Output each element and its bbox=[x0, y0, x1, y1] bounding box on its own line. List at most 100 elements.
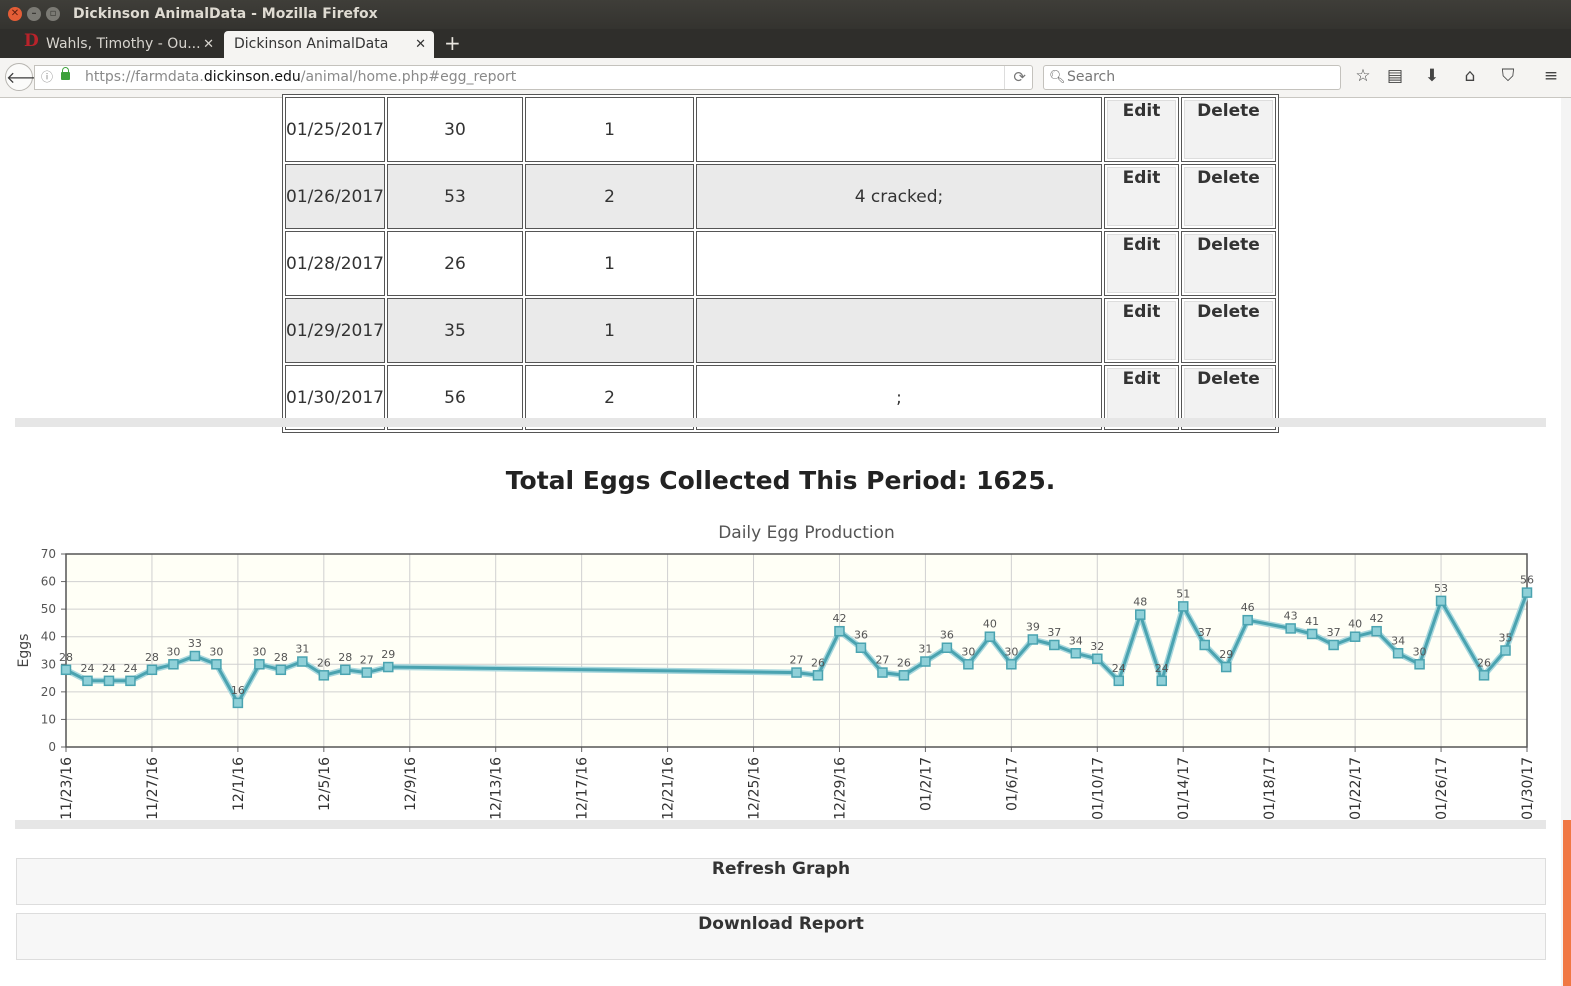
data-point bbox=[103, 675, 115, 687]
window-maximize-icon[interactable]: ▫ bbox=[46, 7, 60, 21]
refresh-graph-button[interactable]: Refresh Graph bbox=[16, 858, 1546, 905]
data-label: 32 bbox=[1090, 640, 1104, 653]
data-label: 31 bbox=[918, 643, 932, 656]
data-label: 48 bbox=[1133, 596, 1147, 609]
dickinson-favicon-icon: D bbox=[24, 31, 39, 51]
tab-dickinson-animaldata[interactable]: Dickinson AnimalData ✕ bbox=[224, 31, 434, 58]
search-icon: 🔍︎ bbox=[1049, 70, 1066, 85]
data-point bbox=[1349, 631, 1361, 642]
data-label: 43 bbox=[1284, 609, 1298, 622]
data-point bbox=[1435, 595, 1447, 607]
data-point bbox=[125, 675, 136, 687]
delete-button[interactable]: Delete bbox=[1183, 301, 1273, 360]
egg-log-table: 01/25/2017 30 1 Edit Delete 01/26/2017 5… bbox=[282, 94, 1279, 433]
download-arrow-icon[interactable]: ⬇ bbox=[1424, 66, 1440, 86]
data-point bbox=[834, 625, 845, 637]
window-minimize-icon[interactable]: – bbox=[27, 7, 41, 21]
data-point bbox=[1092, 653, 1103, 665]
delete-button[interactable]: Delete bbox=[1183, 234, 1273, 293]
info-icon[interactable]: ⓘ bbox=[41, 70, 54, 84]
hamburger-menu-icon[interactable]: ≡ bbox=[1543, 66, 1559, 86]
data-label: 37 bbox=[1047, 626, 1061, 639]
comments-cell: 4 cracked; bbox=[695, 164, 1102, 229]
data-point bbox=[1328, 639, 1339, 651]
data-point bbox=[383, 661, 394, 673]
y-tick-label: 70 bbox=[41, 547, 56, 561]
window-close-icon[interactable]: ✕ bbox=[8, 7, 22, 21]
edit-button[interactable]: Edit bbox=[1106, 234, 1176, 293]
data-label: 53 bbox=[1434, 582, 1448, 595]
x-tick-label: 01/22/17 bbox=[1348, 757, 1364, 820]
chart-svg: 0 10 20 30 40 50 60 70 11/23/16 11/27/16 12/1/16 12… bbox=[16, 523, 1536, 820]
collections-cell: 1 bbox=[524, 298, 694, 363]
eggs-cell: 35 bbox=[386, 298, 523, 363]
data-label: 36 bbox=[854, 629, 868, 642]
data-label: 28 bbox=[145, 651, 159, 664]
download-report-button[interactable]: Download Report bbox=[16, 913, 1546, 960]
reading-list-icon[interactable]: ▤ bbox=[1386, 66, 1404, 86]
new-tab-plus-icon[interactable]: + bbox=[444, 31, 461, 55]
data-point bbox=[146, 664, 158, 676]
date-cell: 01/26/2017 bbox=[285, 164, 385, 229]
comments-cell bbox=[695, 298, 1102, 363]
date-cell: 01/30/2017 bbox=[285, 365, 385, 430]
edit-button[interactable]: Edit bbox=[1106, 167, 1176, 226]
table-row: 01/25/2017 30 1 Edit Delete bbox=[285, 97, 1276, 162]
page-content: 01/25/2017 30 1 Edit Delete 01/26/2017 5… bbox=[0, 94, 1571, 986]
delete-button[interactable]: Delete bbox=[1183, 100, 1273, 159]
data-label: 51 bbox=[1176, 587, 1190, 600]
lock-icon[interactable] bbox=[61, 67, 70, 80]
tab-wahls[interactable]: D Wahls, Timothy - Ou... ✕ bbox=[14, 31, 222, 58]
data-label: 28 bbox=[338, 651, 352, 664]
x-tick-label: 11/23/16 bbox=[59, 757, 75, 820]
collections-cell: 1 bbox=[524, 97, 694, 162]
reload-icon[interactable]: ⟳ bbox=[1004, 66, 1026, 89]
search-input[interactable]: 🔍︎ Search bbox=[1043, 65, 1341, 90]
delete-button[interactable]: Delete bbox=[1183, 167, 1273, 226]
pocket-icon[interactable]: ⛉ bbox=[1501, 66, 1515, 86]
data-label: 29 bbox=[381, 648, 395, 661]
data-label: 40 bbox=[1348, 618, 1362, 631]
bookmark-star-icon[interactable]: ☆ bbox=[1355, 66, 1371, 86]
data-point bbox=[791, 667, 802, 678]
data-point bbox=[275, 664, 287, 676]
data-label: 28 bbox=[274, 651, 288, 664]
url-bar[interactable]: ⓘ https://farmdata.dickinson.edu/animal/… bbox=[34, 65, 1033, 90]
data-label: 24 bbox=[1155, 662, 1169, 675]
home-icon[interactable]: ⌂ bbox=[1464, 66, 1476, 86]
y-tick-label: 10 bbox=[41, 712, 56, 726]
delete-cell: Delete bbox=[1180, 164, 1276, 229]
delete-button[interactable]: Delete bbox=[1183, 368, 1273, 427]
edit-button[interactable]: Edit bbox=[1106, 100, 1176, 159]
edit-button[interactable]: Edit bbox=[1106, 301, 1176, 360]
y-tick-label: 20 bbox=[41, 685, 56, 699]
data-label: 56 bbox=[1520, 574, 1534, 587]
data-label: 39 bbox=[1026, 620, 1040, 633]
data-label: 30 bbox=[1413, 645, 1427, 658]
table-row: 01/26/2017 53 2 4 cracked; Edit Delete bbox=[285, 164, 1276, 229]
daily-egg-production-chart: 0 10 20 30 40 50 60 70 11/23/16 11/27/16 12/1/16 12… bbox=[8, 520, 1548, 826]
edit-cell: Edit bbox=[1103, 164, 1179, 229]
tab-close-icon[interactable]: ✕ bbox=[203, 37, 214, 52]
data-point bbox=[318, 670, 330, 681]
data-point bbox=[898, 670, 910, 681]
comments-cell bbox=[695, 231, 1102, 296]
delete-cell: Delete bbox=[1180, 231, 1276, 296]
data-label: 41 bbox=[1305, 615, 1319, 628]
data-label: 37 bbox=[1327, 626, 1341, 639]
navigation-toolbar: 🡐 ⓘ https://farmdata.dickinson.edu/anima… bbox=[0, 58, 1571, 98]
x-tick-label: 01/6/17 bbox=[1004, 757, 1020, 811]
scrollbar-thumb[interactable] bbox=[1563, 820, 1571, 986]
data-point bbox=[812, 670, 824, 681]
delete-cell: Delete bbox=[1180, 97, 1276, 162]
tab-close-icon[interactable]: ✕ bbox=[415, 37, 426, 52]
back-arrow-icon[interactable]: 🡐 bbox=[5, 63, 49, 91]
data-point bbox=[211, 659, 222, 670]
y-tick-label: 50 bbox=[41, 602, 56, 616]
x-tick-label: 01/30/17 bbox=[1520, 757, 1536, 820]
data-point bbox=[1027, 634, 1039, 645]
scrollbar[interactable] bbox=[1561, 98, 1571, 986]
data-label: 35 bbox=[1499, 632, 1513, 645]
data-point bbox=[941, 642, 953, 653]
data-point bbox=[361, 667, 373, 678]
